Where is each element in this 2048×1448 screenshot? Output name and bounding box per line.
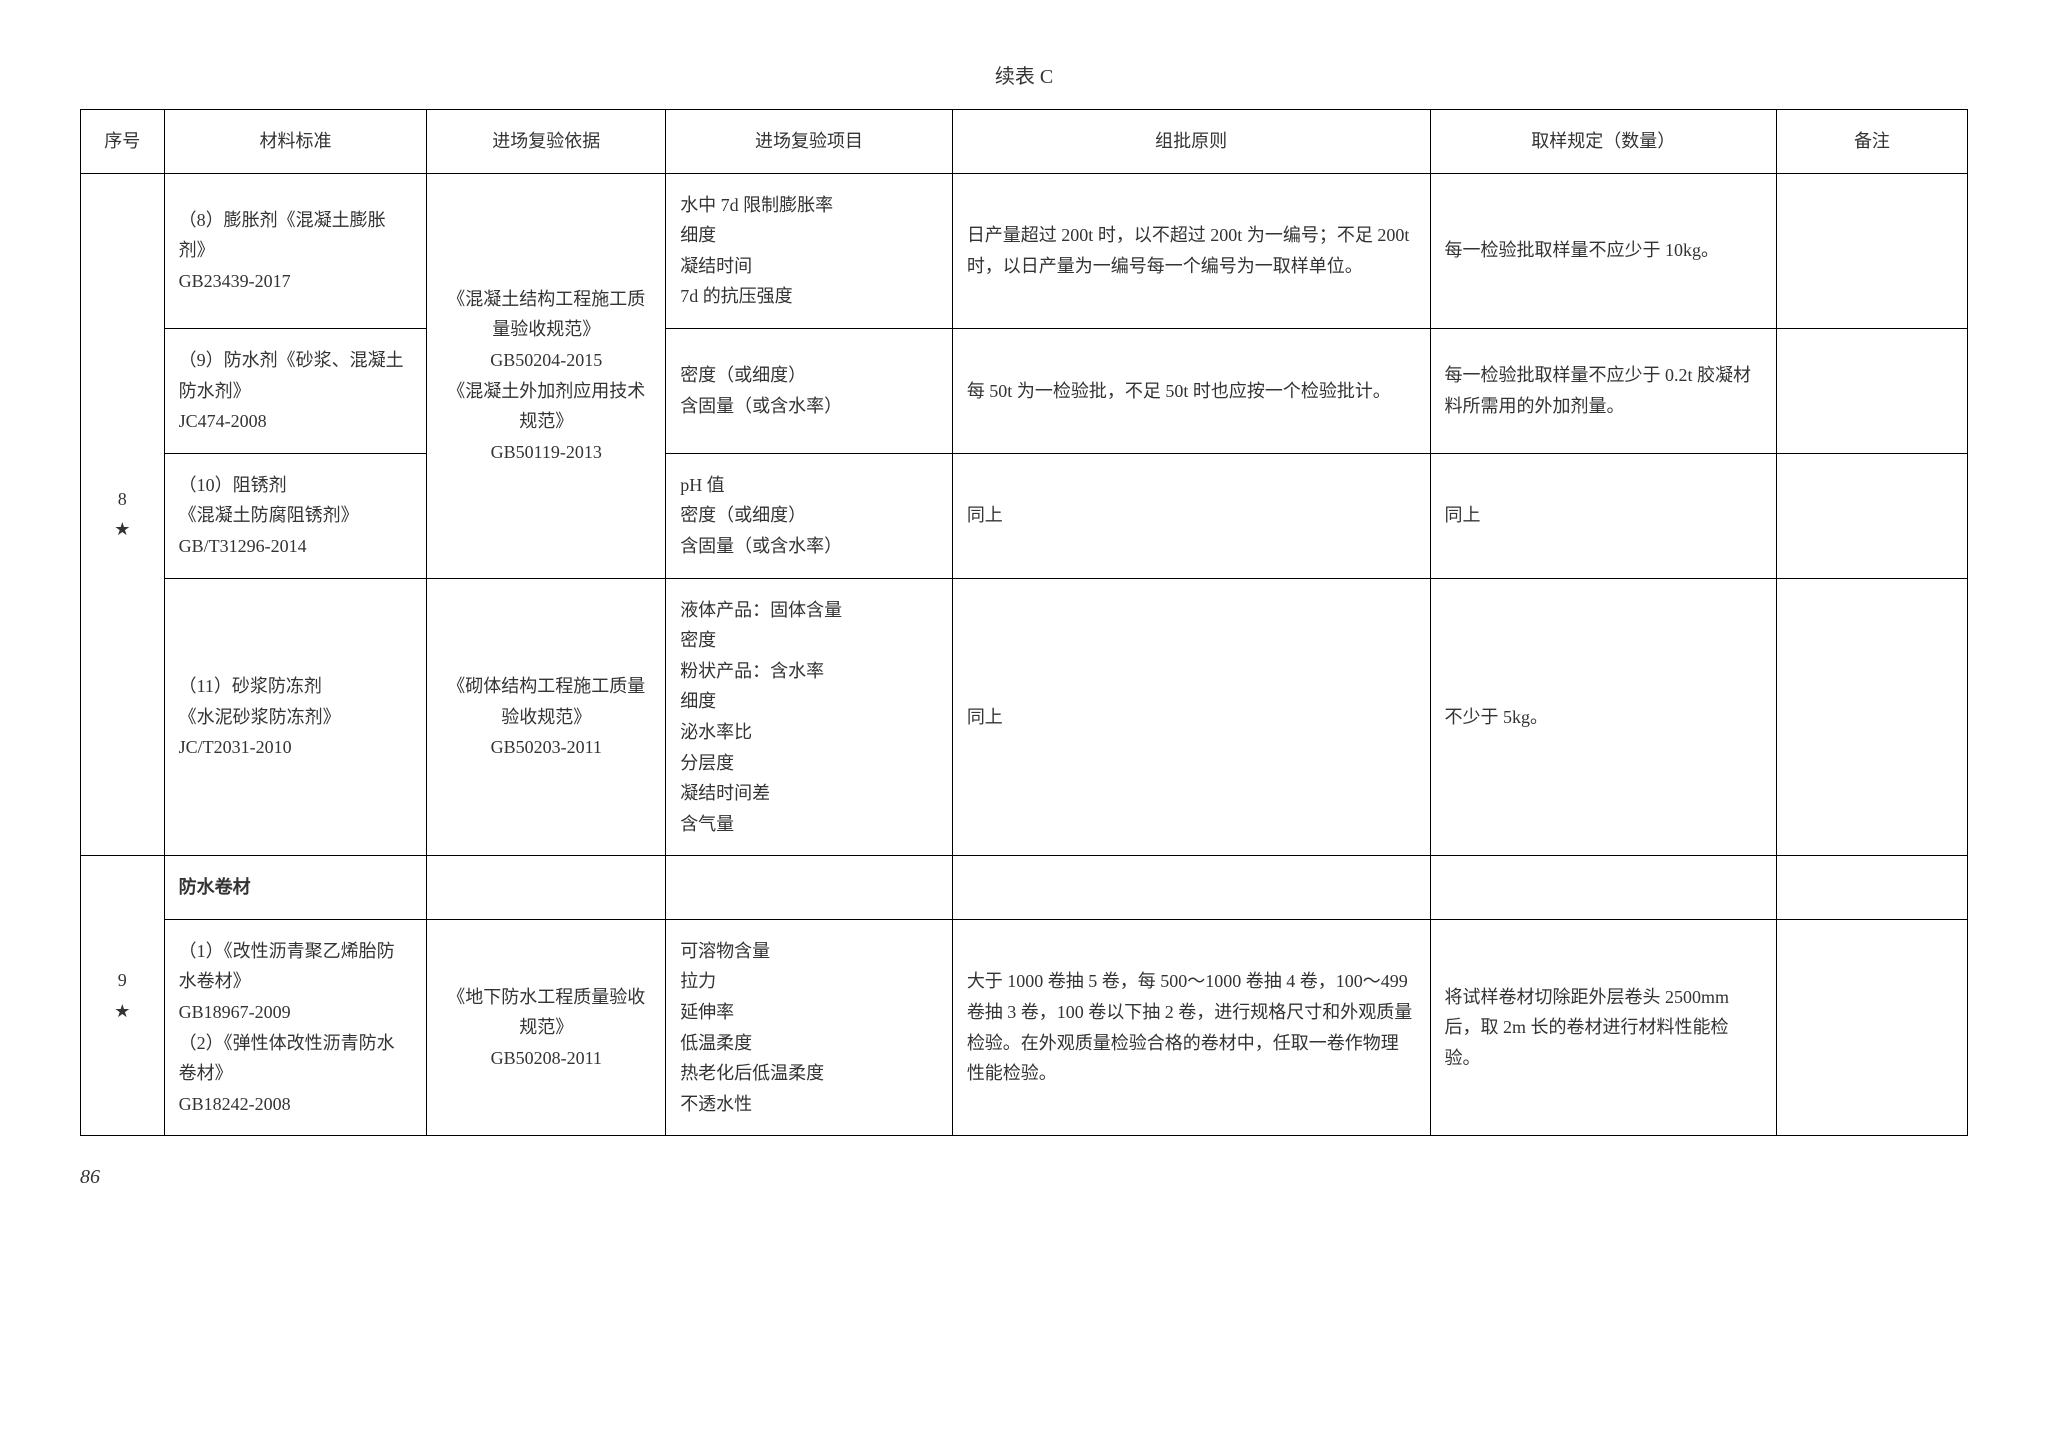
cell-note: [1776, 578, 1967, 856]
cell-batch: 每 50t 为一检验批，不足 50t 时也应按一个检验批计。: [952, 328, 1430, 453]
cell-batch: 大于 1000 卷抽 5 卷，每 500～1000 卷抽 4 卷，100～499…: [952, 919, 1430, 1136]
cell-std: （10）阻锈剂《混凝土防腐阻锈剂》GB/T31296-2014: [164, 453, 427, 578]
cell-basis-9: 《地下防水工程质量验收规范》GB50208-2011: [427, 919, 666, 1136]
cell-sampling: 不少于 5kg。: [1430, 578, 1776, 856]
header-sampling: 取样规定（数量）: [1430, 110, 1776, 174]
header-note: 备注: [1776, 110, 1967, 174]
cell-batch: 同上: [952, 578, 1430, 856]
table-row: （11）砂浆防冻剂《水泥砂浆防冻剂》JC/T2031-2010 《砌体结构工程施…: [81, 578, 1968, 856]
cell-item: 水中 7d 限制膨胀率细度凝结时间7d 的抗压强度: [666, 173, 953, 328]
cell-sampling-empty: [1430, 856, 1776, 920]
cell-section-head: 防水卷材: [164, 856, 427, 920]
cell-item-empty: [666, 856, 953, 920]
cell-item: 液体产品：固体含量密度粉状产品：含水率细度泌水率比分层度凝结时间差含气量: [666, 578, 953, 856]
cell-note: [1776, 919, 1967, 1136]
cell-batch: 同上: [952, 453, 1430, 578]
cell-sampling: 同上: [1430, 453, 1776, 578]
cell-std: （9）防水剂《砂浆、混凝土防水剂》JC474-2008: [164, 328, 427, 453]
header-basis: 进场复验依据: [427, 110, 666, 174]
cell-note: [1776, 328, 1967, 453]
header-batch: 组批原则: [952, 110, 1430, 174]
cell-item: 可溶物含量拉力延伸率低温柔度热老化后低温柔度不透水性: [666, 919, 953, 1136]
cell-item: 密度（或细度）含固量（或含水率）: [666, 328, 953, 453]
cell-sampling: 将试样卷材切除距外层卷头 2500mm 后，取 2m 长的卷材进行材料性能检验。: [1430, 919, 1776, 1136]
cell-std: （1）《改性沥青聚乙烯胎防水卷材》GB18967-2009（2）《弹性体改性沥青…: [164, 919, 427, 1136]
table-header-row: 序号 材料标准 进场复验依据 进场复验项目 组批原则 取样规定（数量） 备注: [81, 110, 1968, 174]
cell-std: （11）砂浆防冻剂《水泥砂浆防冻剂》JC/T2031-2010: [164, 578, 427, 856]
table-row: （1）《改性沥青聚乙烯胎防水卷材》GB18967-2009（2）《弹性体改性沥青…: [81, 919, 1968, 1136]
cell-basis-empty: [427, 856, 666, 920]
table-row: （9）防水剂《砂浆、混凝土防水剂》JC474-2008 密度（或细度）含固量（或…: [81, 328, 1968, 453]
cell-note: [1776, 173, 1967, 328]
cell-batch-empty: [952, 856, 1430, 920]
header-std: 材料标准: [164, 110, 427, 174]
cell-sampling: 每一检验批取样量不应少于 10kg。: [1430, 173, 1776, 328]
table-row: （10）阻锈剂《混凝土防腐阻锈剂》GB/T31296-2014 pH 值密度（或…: [81, 453, 1968, 578]
table-row: 8★ （8）膨胀剂《混凝土膨胀剂》GB23439-2017 《混凝土结构工程施工…: [81, 173, 1968, 328]
header-item: 进场复验项目: [666, 110, 953, 174]
table-caption: 续表 C: [80, 60, 1968, 89]
table-row: 9★ 防水卷材: [81, 856, 1968, 920]
cell-note: [1776, 856, 1967, 920]
cell-seq-9: 9★: [81, 856, 165, 1136]
standards-table: 序号 材料标准 进场复验依据 进场复验项目 组批原则 取样规定（数量） 备注 8…: [80, 109, 1968, 1136]
cell-std: （8）膨胀剂《混凝土膨胀剂》GB23439-2017: [164, 173, 427, 328]
cell-basis-8b: 《砌体结构工程施工质量验收规范》GB50203-2011: [427, 578, 666, 856]
cell-sampling: 每一检验批取样量不应少于 0.2t 胶凝材料所需用的外加剂量。: [1430, 328, 1776, 453]
cell-basis-8a: 《混凝土结构工程施工质量验收规范》GB50204-2015《混凝土外加剂应用技术…: [427, 173, 666, 578]
cell-seq-8: 8★: [81, 173, 165, 856]
cell-batch: 日产量超过 200t 时，以不超过 200t 为一编号；不足 200t 时，以日…: [952, 173, 1430, 328]
cell-note: [1776, 453, 1967, 578]
cell-item: pH 值密度（或细度）含固量（或含水率）: [666, 453, 953, 578]
page-number: 86: [80, 1166, 1968, 1189]
header-seq: 序号: [81, 110, 165, 174]
